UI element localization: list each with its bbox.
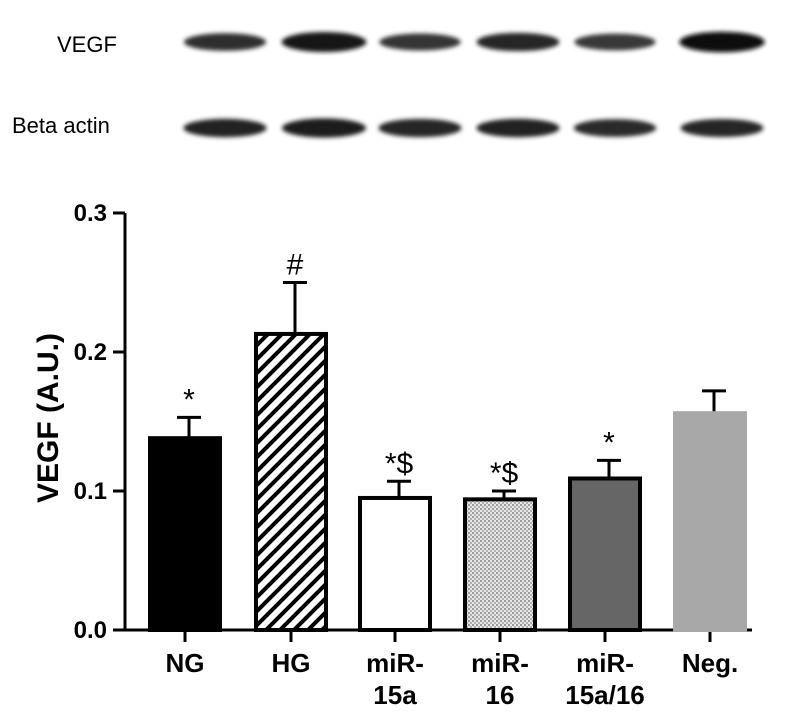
x-tick-label: HG <box>272 648 311 678</box>
bars: * # *$ *$ * <box>148 249 747 633</box>
y-tick-label: 0.0 <box>74 617 107 644</box>
blot-band <box>183 118 267 138</box>
bar-group: * <box>568 426 642 632</box>
blot-band <box>379 33 461 51</box>
y-tick-label: 0.3 <box>74 200 107 227</box>
blot-label-beta-actin: Beta actin <box>12 113 110 138</box>
x-tick-label: miR-16 <box>471 648 529 710</box>
significance-label: # <box>287 249 304 282</box>
blot-band <box>183 33 267 51</box>
y-axis: 0.0 0.1 0.2 0.3 <box>74 200 127 644</box>
blot-band <box>281 32 367 52</box>
bar-chart: 0.0 0.1 0.2 0.3 * # *$ *$ * NG HG miR-15a miR-16 mi… <box>32 200 752 710</box>
y-tick-label: 0.2 <box>74 339 107 366</box>
y-tick-label: 0.1 <box>74 478 107 505</box>
blot-band <box>679 31 765 53</box>
bar-group: *$ <box>358 447 432 633</box>
blot-band <box>574 33 656 51</box>
blot-band <box>680 118 764 138</box>
bar <box>358 495 432 633</box>
blot-bands <box>183 31 765 138</box>
bar-group <box>673 389 747 632</box>
blot-band <box>476 32 560 52</box>
significance-label: *$ <box>385 447 414 480</box>
blot-band <box>476 118 560 138</box>
bar-group: # <box>254 249 328 632</box>
y-axis-label: VEGF (A.U.) <box>32 333 65 503</box>
significance-label: * <box>603 426 615 459</box>
bar <box>673 411 747 632</box>
bar-group: * <box>148 383 222 632</box>
bar-group: *$ <box>463 457 537 632</box>
x-tick-labels: NG HG miR-15a miR-16 miR-15a/16 Neg. <box>166 648 739 710</box>
western-blot: VEGF Beta actin <box>12 31 765 138</box>
blot-band <box>573 119 657 137</box>
x-tick-label: Neg. <box>682 648 738 678</box>
x-tick-label: miR-15a <box>366 648 424 710</box>
blot-label-vegf: VEGF <box>57 32 117 57</box>
x-tick-label: NG <box>166 648 205 678</box>
bar <box>148 436 222 632</box>
blot-band <box>378 118 462 138</box>
x-tick-label: miR-15a/16 <box>565 648 645 710</box>
bar <box>463 497 537 632</box>
significance-label: * <box>183 383 195 416</box>
bar <box>254 331 328 632</box>
bar <box>568 476 642 632</box>
blot-band <box>282 118 366 138</box>
significance-label: *$ <box>490 457 519 490</box>
